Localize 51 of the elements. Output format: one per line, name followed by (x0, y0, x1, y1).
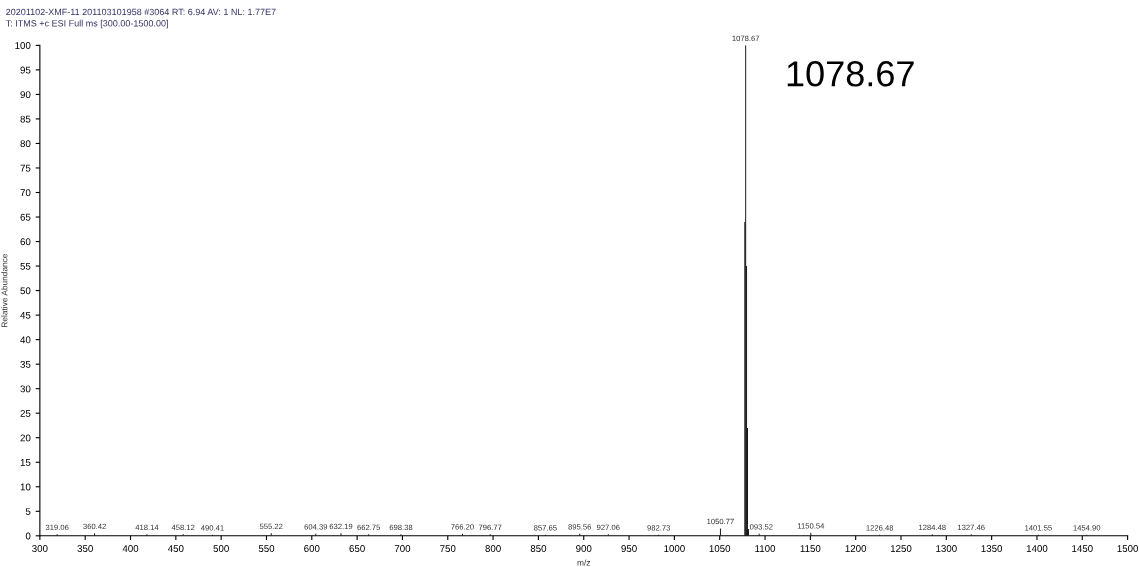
y-tick-label: 95 (20, 66, 31, 74)
x-tick-label: 350 (77, 545, 93, 552)
x-tick-label: 550 (258, 545, 275, 552)
y-tick-label: 10 (20, 483, 31, 491)
y-axis-title: Relative Abundance (1, 253, 8, 327)
x-tick-label: 750 (440, 545, 456, 552)
x-tick-label: 600 (304, 545, 320, 552)
y-tick-label: 45 (20, 311, 31, 319)
x-tick-label: 900 (576, 545, 592, 552)
y-tick-label: 60 (20, 238, 31, 246)
y-tick-label: 30 (20, 385, 31, 393)
chart-title: 20201102-XMF-11 201103101958 #3064 RT: 6.94 AV: 1 NL: 1.77E7 (6, 8, 276, 16)
x-tick-label: 1300 (936, 545, 957, 552)
y-tick-label: 20 (20, 434, 31, 442)
y-tick-label: 90 (20, 91, 31, 99)
y-tick-label: 85 (20, 115, 31, 123)
x-tick-label: 650 (349, 545, 365, 552)
y-tick-label: 70 (20, 189, 31, 197)
x-tick-label: 500 (213, 545, 229, 552)
y-tick-label: 40 (20, 336, 31, 344)
y-tick-label: 35 (20, 360, 31, 368)
y-tick-label: 75 (20, 164, 31, 172)
x-tick-label: 700 (394, 545, 411, 552)
x-tick-label: 300 (32, 545, 48, 552)
x-tick-label: 1200 (845, 545, 867, 552)
x-tick-label: 450 (167, 545, 184, 552)
x-tick-label: 1350 (981, 545, 1003, 552)
chart-subtitle: T: ITMS +c ESI Full ms [300.00-1500.00] (5, 19, 168, 29)
x-tick-label: 1150 (800, 545, 821, 552)
y-tick-label: 50 (20, 287, 31, 295)
x-tick-label: 1000 (664, 545, 685, 552)
y-tick-label: 55 (20, 262, 31, 270)
y-tick-label: 0 (25, 532, 31, 540)
x-tick-label: 1100 (755, 545, 776, 552)
y-tick-label: 15 (20, 459, 31, 466)
x-tick-label: 850 (530, 545, 547, 552)
x-tick-label: 1250 (890, 545, 912, 552)
x-axis-title: m/z (577, 559, 591, 566)
x-tick-label: 1400 (1026, 545, 1048, 552)
y-tick-label: 5 (25, 508, 31, 515)
x-tick-label: 1450 (1072, 545, 1093, 552)
x-tick-label: 950 (621, 545, 637, 552)
x-tick-label: 400 (122, 545, 139, 552)
annotation: 1078.67 (787, 61, 914, 87)
y-tick-label: 25 (20, 409, 31, 417)
y-tick-label: 65 (20, 213, 31, 221)
x-tick-label: 1050 (709, 545, 731, 552)
y-tick-label: 80 (20, 140, 31, 148)
x-tick-label: 800 (485, 545, 501, 552)
x-tick-label: 1500 (1117, 545, 1139, 552)
y-tick-label: 100 (15, 42, 31, 49)
